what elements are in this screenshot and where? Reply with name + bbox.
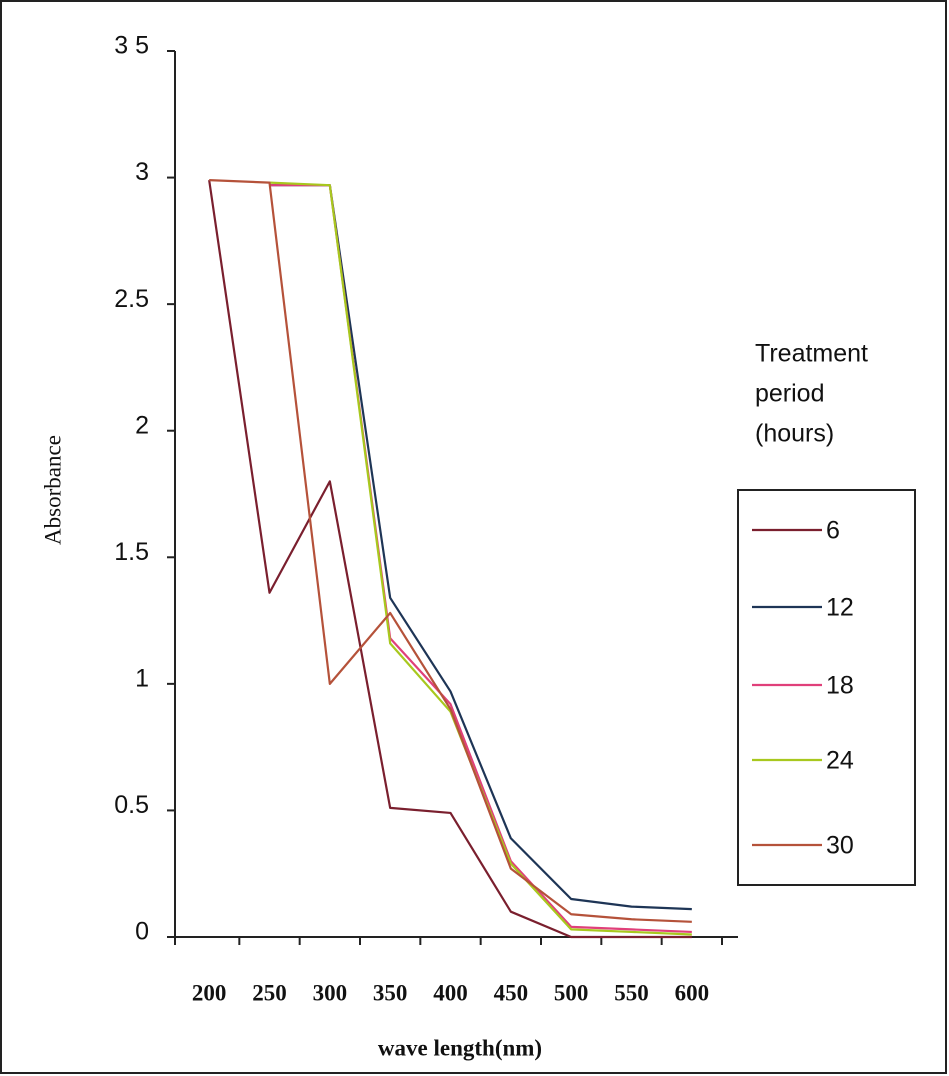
- legend-title: Treatment: [755, 340, 868, 368]
- x-tick-label: 350: [373, 980, 408, 1005]
- data-line: [208, 179, 692, 939]
- x-tick-label: 600: [675, 980, 710, 1005]
- x-tick-label: 400: [433, 980, 468, 1005]
- y-tick-label: 0: [135, 918, 149, 946]
- data-line: [209, 179, 692, 923]
- y-tick-label: 3 5: [114, 32, 149, 60]
- y-axis-title: Absorbance: [40, 435, 65, 545]
- data-line: [269, 181, 692, 936]
- legend-box: [737, 489, 916, 886]
- x-tick-label: 200: [192, 980, 227, 1005]
- legend-title: period: [755, 380, 825, 408]
- data-line: [269, 184, 692, 911]
- x-axis-title: wave length(nm): [378, 1035, 542, 1060]
- legend-label: 6: [826, 517, 840, 545]
- data-line: [269, 184, 692, 934]
- legend-label: 30: [826, 832, 854, 860]
- x-tick-label: 300: [313, 980, 348, 1005]
- y-tick-label: 3: [135, 158, 149, 186]
- legend-title: (hours): [755, 420, 834, 448]
- x-tick-label: 250: [252, 980, 287, 1005]
- y-tick-label: 2.5: [114, 285, 149, 313]
- x-tick-label: 450: [494, 980, 529, 1005]
- legend-label: 24: [826, 747, 854, 775]
- y-tick-label: 1: [135, 664, 149, 692]
- x-tick-label: 500: [554, 980, 589, 1005]
- legend-label: 18: [826, 672, 854, 700]
- y-tick-label: 1.5: [114, 538, 149, 566]
- legend-label: 12: [826, 594, 854, 622]
- x-tick-label: 550: [614, 980, 649, 1005]
- y-tick-label: 0.5: [114, 791, 149, 819]
- y-tick-label: 2: [135, 411, 149, 439]
